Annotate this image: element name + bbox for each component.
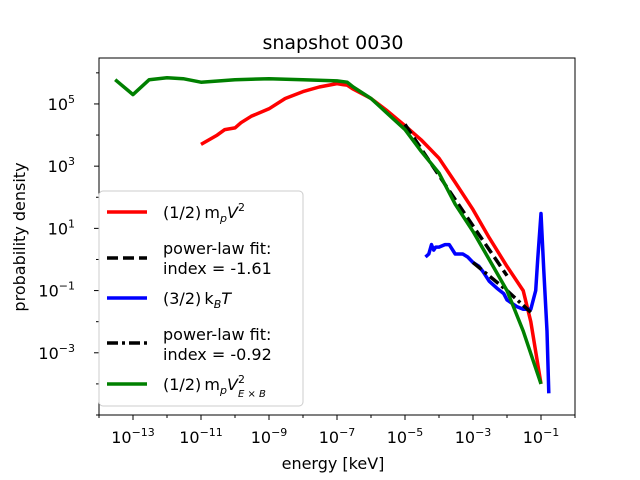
- plot-area: 10−13 10−11 10−9 10−7 10−5 10−3 10−1 10−3 10−1 10…: [38, 57, 576, 447]
- legend-label: power-law fit:: [163, 325, 271, 344]
- y-tick-label: 10−3: [38, 342, 75, 363]
- series-layer: [114, 75, 551, 394]
- x-tick-label: 10−5: [387, 426, 424, 447]
- y-axis-label: probability density: [10, 162, 29, 311]
- legend-label-line2: index = -1.61: [163, 259, 272, 278]
- x-tick-label: 10−3: [455, 426, 492, 447]
- x-tick-label: 10−1: [523, 426, 560, 447]
- y-tick-label: 101: [48, 217, 75, 238]
- x-tick-label: 10−11: [179, 426, 223, 447]
- tick-layer: 10−13 10−11 10−9 10−7 10−5 10−3 10−1 10−3 10−1 10…: [38, 72, 576, 447]
- y-tick-label: 105: [48, 93, 75, 114]
- x-tick-label: 10−9: [251, 426, 288, 447]
- legend-label-line2: index = -0.92: [163, 345, 272, 364]
- legend-label: power-law fit:: [163, 239, 271, 258]
- y-tick-label: 103: [48, 155, 75, 176]
- series-line-0: [200, 81, 543, 385]
- x-axis-label: energy [keV]: [282, 454, 385, 473]
- series-line-2: [424, 211, 551, 394]
- chart-title: snapshot 0030: [262, 32, 403, 54]
- x-tick-label: 10−7: [319, 426, 356, 447]
- legend-box: [98, 190, 304, 407]
- x-tick-label: 10−13: [111, 426, 155, 447]
- legend-label: (1/2) mpV2 E × B: [163, 373, 266, 400]
- series-line-1: [403, 123, 509, 277]
- y-tick-label: 10−1: [38, 280, 75, 301]
- legend-label: (1/2) mpV2: [163, 201, 245, 225]
- legend-label: (3/2) kBT: [163, 289, 232, 311]
- series-line-4: [114, 75, 543, 385]
